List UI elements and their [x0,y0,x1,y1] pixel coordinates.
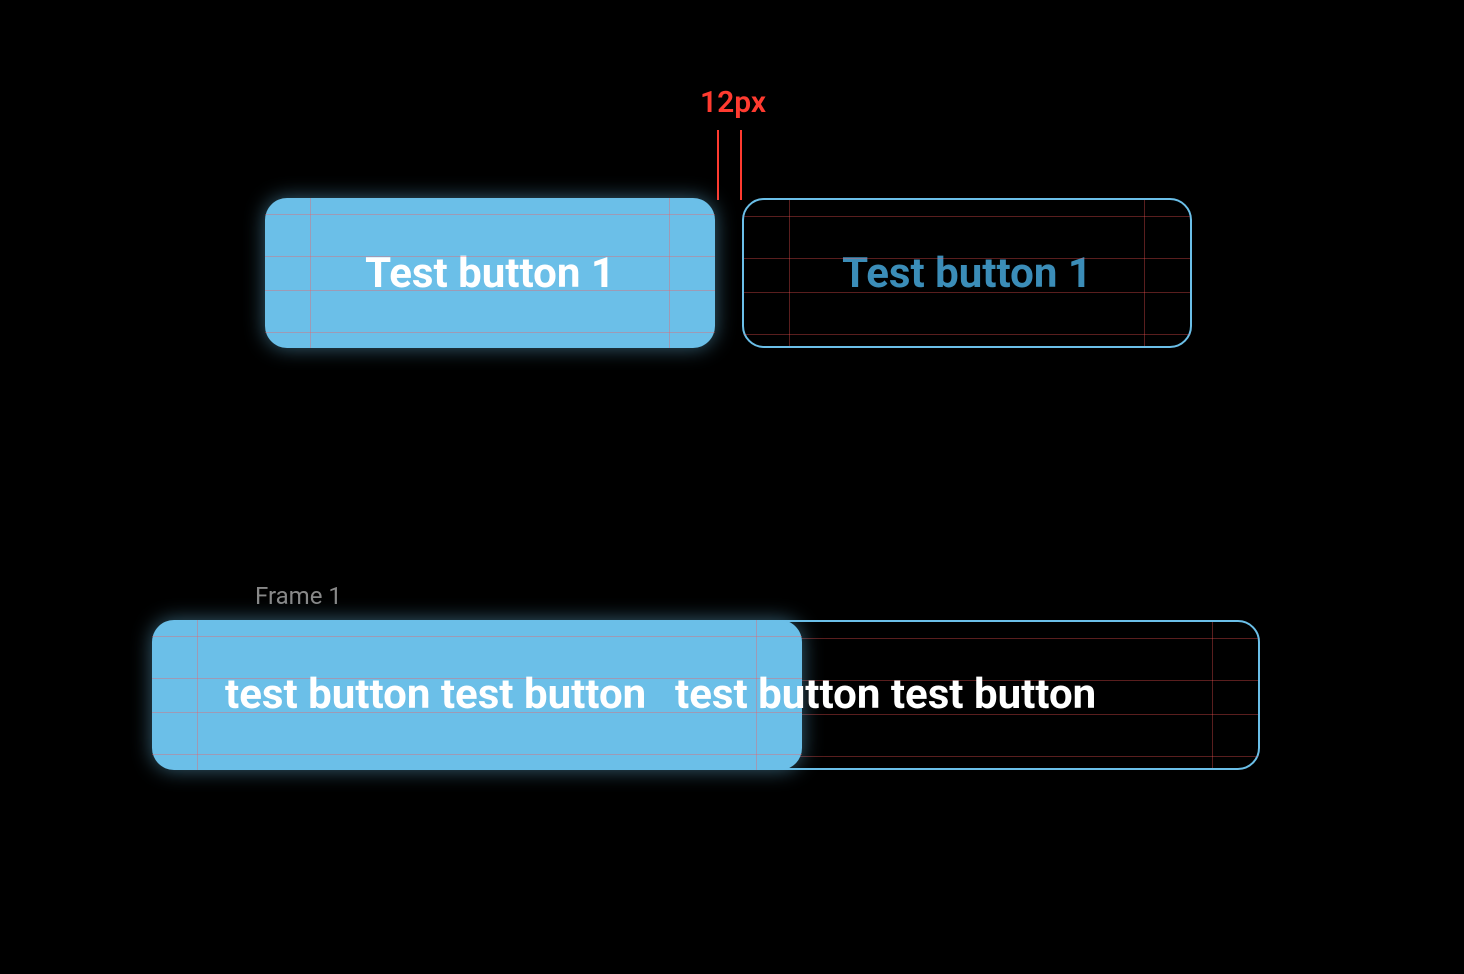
frame-1-container[interactable]: test button test button test button test… [0,620,1464,770]
padding-guide [152,754,802,755]
padding-guide [152,636,802,637]
padding-guide [1212,622,1213,768]
long-button-label-left: test button test button [225,670,646,719]
padding-guide [744,292,1190,293]
padding-guide [744,258,1190,259]
padding-guide [789,200,790,346]
padding-guide [1144,200,1145,346]
padding-guide [265,332,715,333]
padding-guide [265,214,715,215]
padding-guide [310,198,311,348]
padding-guide [197,620,198,770]
frame-label: Frame 1 [255,582,342,610]
measurement-guide-line-right [740,130,742,200]
spacing-measurement-label: 12px [700,85,766,120]
padding-guide [265,290,715,291]
padding-guide [744,216,1190,217]
measurement-guide-line-left [717,130,719,200]
test-button-1-filled[interactable]: Test button 1 [265,198,715,348]
padding-guide [265,256,715,257]
button-label: Test button 1 [842,249,1092,298]
padding-guide [744,334,1190,335]
long-button-label-right: test button test button [675,670,1096,719]
test-button-1-outlined[interactable]: Test button 1 [742,198,1192,348]
padding-guide [669,198,670,348]
design-canvas[interactable]: 12px Test button 1 Test button 1 Frame 1 [0,0,1464,974]
